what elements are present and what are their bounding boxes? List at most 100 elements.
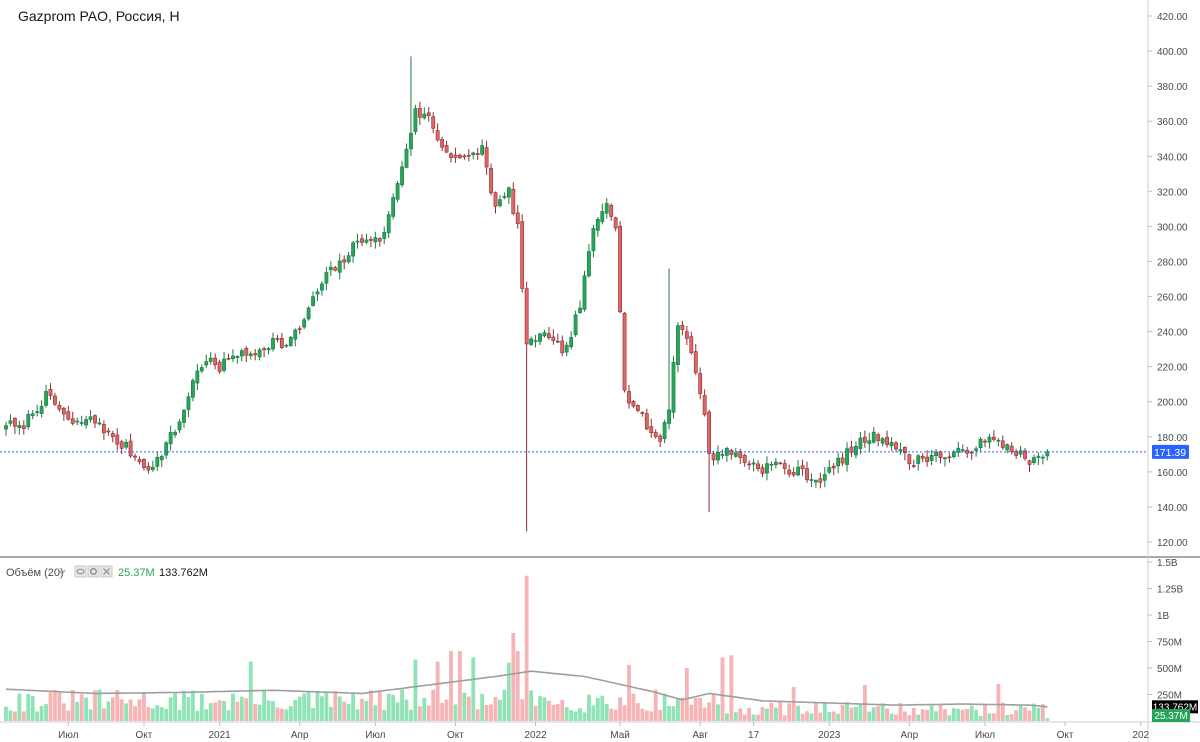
- candle-body: [102, 424, 106, 434]
- visibility-eye-icon[interactable]: [74, 565, 87, 578]
- candle-body: [493, 192, 498, 207]
- volume-bar: [1036, 707, 1041, 721]
- candle-body: [360, 238, 364, 243]
- volume-axis[interactable]: 250M 500M 750M 1B 1.25B 1.5B: [1148, 558, 1183, 702]
- candle-body: [79, 422, 84, 424]
- volume-bar: [622, 705, 627, 721]
- candle-body: [693, 351, 698, 374]
- close-icon[interactable]: [100, 565, 113, 578]
- candle-body: [142, 459, 146, 469]
- candle-body: [489, 168, 493, 194]
- candle-body: [204, 361, 209, 366]
- volume-bar: [506, 662, 511, 721]
- volume-bar: [916, 714, 921, 721]
- volume-bar: [943, 709, 947, 721]
- settings-gear-icon[interactable]: [87, 565, 100, 578]
- volume-bar: [787, 703, 792, 721]
- candle-body: [1027, 460, 1032, 465]
- volume-bar: [1027, 710, 1032, 721]
- volume-bar: [395, 702, 400, 721]
- volume-bar: [800, 713, 805, 721]
- candle-body: [191, 380, 195, 398]
- candle-body: [124, 441, 129, 448]
- volume-bar: [747, 707, 752, 721]
- candle-body: [1032, 457, 1036, 464]
- candle-body: [426, 112, 431, 116]
- candle-body: [542, 332, 547, 337]
- volume-bar: [115, 690, 120, 721]
- candle-body: [622, 312, 627, 391]
- time-tick-label: Июл: [365, 730, 385, 741]
- time-tick-label: Июл: [58, 730, 78, 741]
- volume-bar: [876, 705, 881, 721]
- candle-body: [26, 414, 31, 428]
- price-tick-label: 360.00: [1157, 117, 1188, 128]
- volume-bar: [364, 700, 369, 721]
- candle-body: [1045, 451, 1050, 457]
- volume-bar: [8, 710, 13, 721]
- candle-body: [684, 331, 689, 339]
- volume-bar: [627, 664, 631, 721]
- volume-bar: [440, 702, 444, 721]
- volume-bar: [84, 697, 88, 721]
- volume-bar: [1009, 714, 1014, 721]
- candle-body: [328, 266, 333, 271]
- candle-body: [702, 395, 707, 415]
- price-axis[interactable]: 120.00 140.00 160.00 180.00 200.00 220.00 240.…: [1148, 12, 1188, 549]
- volume-bar: [422, 697, 427, 721]
- time-tick-label: Апр: [901, 730, 919, 741]
- candle-body: [395, 183, 400, 200]
- time-tick-label: 202: [1132, 730, 1149, 741]
- volume-bar: [644, 710, 649, 721]
- candle-body: [146, 466, 151, 471]
- volume-bar: [858, 703, 863, 721]
- volume-legend-label[interactable]: Объём (20): [6, 567, 64, 579]
- time-axis[interactable]: Июл Окт 2021 Апр Июл Окт 2022 Май Авг 17 2023 Апр Ию…: [58, 722, 1150, 741]
- candle-body: [302, 319, 307, 328]
- candle-body: [680, 325, 685, 330]
- candle-body: [409, 132, 413, 150]
- volume-bar: [53, 689, 57, 721]
- candle-body: [769, 463, 774, 466]
- volume-bar: [983, 704, 987, 721]
- volume-bar: [106, 701, 111, 721]
- candle-body: [600, 211, 605, 223]
- candle-body: [355, 240, 360, 243]
- volume-bar: [742, 714, 747, 721]
- volume-bar: [711, 694, 716, 721]
- volume-bar: [186, 697, 191, 721]
- volume-bar: [391, 694, 396, 721]
- candle-body: [925, 456, 930, 463]
- candle-body: [431, 116, 436, 129]
- candle-body: [506, 187, 511, 198]
- volume-bar: [1040, 704, 1045, 721]
- candle-body: [885, 436, 890, 445]
- candle-body: [907, 454, 912, 465]
- volume-bar: [809, 713, 814, 721]
- volume-legend-chevron-icon[interactable]: [58, 569, 66, 575]
- volume-legend-last-value: 25.37M: [118, 567, 155, 579]
- candle-body: [106, 430, 111, 433]
- candle-body: [235, 356, 240, 358]
- volume-bar: [355, 709, 360, 721]
- candle-body: [110, 433, 115, 438]
- volume-bar: [676, 699, 680, 721]
- volume-bar: [582, 712, 587, 721]
- volume-bar: [244, 698, 249, 721]
- volume-last-tag-label: 25.37M: [1154, 711, 1187, 722]
- volume-bar: [239, 696, 244, 721]
- candle-body: [182, 409, 186, 423]
- volume-bar: [373, 705, 378, 721]
- volume-bar: [1023, 707, 1027, 721]
- candle-body: [836, 457, 841, 467]
- volume-ma-tag-label: 133.762M: [1153, 702, 1197, 713]
- volume-bar: [822, 701, 827, 721]
- volume-bar: [934, 711, 938, 721]
- volume-bar: [39, 706, 44, 721]
- volume-bar: [4, 706, 8, 721]
- volume-bar: [168, 697, 173, 721]
- candle-body: [462, 155, 467, 158]
- time-tick-label: 17: [748, 730, 760, 741]
- candle-body: [635, 405, 640, 411]
